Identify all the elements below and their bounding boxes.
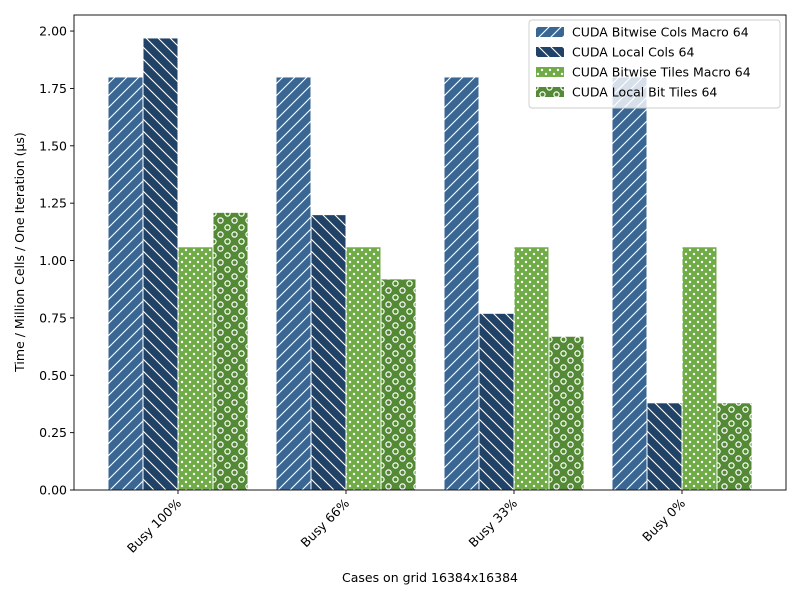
y-tick-label: 0.00 xyxy=(39,483,67,498)
bar-hatch xyxy=(212,211,249,491)
y-tick-label: 2.00 xyxy=(39,24,67,39)
bar-hatch xyxy=(478,312,515,491)
legend-label: CUDA Bitwise Cols Macro 64 xyxy=(572,25,749,40)
legend-label: CUDA Bitwise Tiles Macro 64 xyxy=(572,65,751,80)
x-tick-label: Busy 66% xyxy=(298,495,353,550)
bar-hatch xyxy=(142,37,179,491)
x-tick-label: Busy 33% xyxy=(466,495,521,550)
y-axis-ticks: 0.00 0.25 0.50 0.75 1.00 1.25 1.50 1.75 2.00 xyxy=(39,24,74,498)
legend-item: CUDA Bitwise Cols Macro 64 xyxy=(536,25,749,40)
legend-item: CUDA Bitwise Tiles Macro 64 xyxy=(536,65,751,80)
y-tick-label: 1.75 xyxy=(39,81,67,96)
legend-frame xyxy=(528,19,781,109)
y-tick-label: 1.50 xyxy=(39,138,67,153)
bar-hatch xyxy=(380,278,417,491)
plot-frame xyxy=(73,14,787,491)
bars-layer xyxy=(107,37,753,491)
y-tick-label: 0.50 xyxy=(39,368,67,383)
legend: CUDA Bitwise Cols Macro 64 CUDA Local Col… xyxy=(528,19,781,109)
bar-hatch xyxy=(107,76,144,491)
bar-hatch xyxy=(646,402,683,491)
legend-swatch-hatch xyxy=(536,67,564,77)
legend-item: CUDA Local Bit Tiles 64 xyxy=(536,85,717,100)
y-tick-label: 0.25 xyxy=(39,425,67,440)
legend-label: CUDA Local Bit Tiles 64 xyxy=(572,85,717,100)
bar-hatch xyxy=(548,335,585,491)
y-tick-label: 1.25 xyxy=(39,196,67,211)
x-tick-label: Busy 100% xyxy=(124,495,184,555)
legend-items: CUDA Bitwise Cols Macro 64 CUDA Local Col… xyxy=(536,25,751,100)
bar-hatch xyxy=(310,214,347,491)
bar-hatch xyxy=(443,76,480,491)
bar-hatch xyxy=(513,246,550,491)
y-tick-label: 1.00 xyxy=(39,253,67,268)
bar-hatch xyxy=(177,246,214,491)
bar-hatch xyxy=(611,76,648,491)
x-axis-label: Cases on grid 16384x16384 xyxy=(342,570,518,585)
bar-hatch xyxy=(275,76,312,491)
legend-swatch-hatch xyxy=(536,47,564,57)
legend-swatch-hatch xyxy=(536,87,564,97)
legend-label: CUDA Local Cols 64 xyxy=(572,45,694,60)
legend-item: CUDA Local Cols 64 xyxy=(536,45,694,60)
bar-hatch xyxy=(345,246,382,491)
y-tick-label: 0.75 xyxy=(39,310,67,325)
bar-hatch xyxy=(716,402,753,491)
legend-swatch-hatch xyxy=(536,27,564,37)
bar-hatch xyxy=(681,246,718,491)
y-axis-label: Time / Million Cells / One Iteration (µs… xyxy=(12,132,27,373)
x-tick-label: Busy 0% xyxy=(639,495,688,544)
x-axis-ticks: Busy 100% Busy 66% Busy 33% Busy 0% xyxy=(124,490,688,556)
